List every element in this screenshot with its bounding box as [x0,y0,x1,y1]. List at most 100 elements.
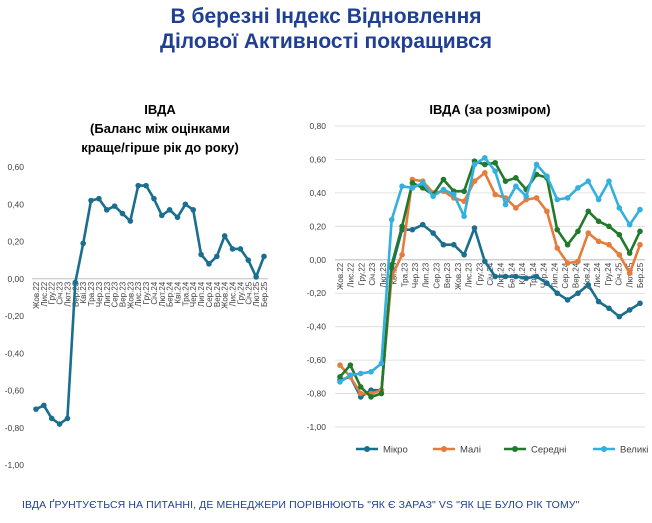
right-chart-point-3 [606,178,612,184]
right-chart-x-tick-label: Лис.23 [465,262,474,287]
legend-item-label: Малі [460,445,481,456]
left-chart-point-0 [221,233,228,239]
left-chart-point-0 [158,212,165,219]
right-chart-x-tick-label: Січ.24 [486,262,495,285]
right-chart-point-1 [564,260,571,266]
left-chart-x-tick-label: Чер.23 [95,281,104,307]
legend-item-label: Середні [531,445,566,456]
left-chart-point-0 [80,240,86,247]
right-chart-point-1 [482,170,488,176]
right-chart-point-0 [419,221,426,228]
right-chart-point-2 [399,223,405,230]
right-chart-point-1 [399,251,405,258]
left-chart-point-0 [190,207,197,213]
left-chart-x-tick-label: Жов.23 [126,281,135,309]
left-chart-x-tick-label: Лют.23 [63,281,72,307]
left-chart-point-0 [88,197,94,204]
left-chart-point-0 [72,279,79,286]
right-chart-x-tick-label: Бер.25 [636,262,645,288]
left-chart-x-tick-label: Гру.22 [48,281,57,304]
left-chart-x-tick-label: Кві.24 [174,281,183,303]
right-chart-point-3 [492,168,498,174]
right-chart-point-3 [595,196,602,203]
right-chart-point-3 [575,185,581,191]
right-chart-point-3 [450,191,457,198]
right-chart-x-tick-label: Лип.23 [422,262,431,288]
right-chart-y-tick-label: 0,00 [309,255,326,265]
right-chart-point-1 [595,238,602,245]
legend-swatch-dot [441,446,447,452]
right-chart-x-tick-label: Тра.24 [529,262,538,287]
left-chart-x-tick-label: Лип.23 [103,281,112,307]
legend-item-label: Великі [620,445,648,456]
right-chart-y-tick-label: 0,60 [309,154,326,164]
left-chart-x-tick-label: Лис.22 [40,281,49,306]
right-chart-point-0 [461,251,467,258]
left-chart-point-0 [182,201,189,208]
right-chart-point-3 [616,205,623,211]
left-chart-point-0 [41,402,47,409]
right-chart-point-0 [492,273,498,280]
right-chart-point-0 [564,297,571,303]
right-chart-point-1 [616,251,623,258]
right-chart-y-tick-label: 0,80 [309,121,326,131]
right-chart-point-3 [461,213,467,220]
left-chart-x-tick-label: Лип.24 [197,281,206,307]
right-chart-x-tick-label: Гру.24 [604,262,613,285]
right-chart-x-tick-label: Бер.24 [507,262,516,288]
left-chart-x-tick-label: Січ.25 [244,281,253,304]
right-chart-point-2 [440,176,447,183]
right-chart-point-2 [347,362,354,368]
right-chart-point-1 [544,208,550,215]
right-chart-point-0 [585,282,592,288]
right-chart-x-tick-label: Лис.22 [347,262,356,287]
right-chart-point-3 [554,196,561,203]
right-chart-point-3 [430,193,436,200]
footer-note: ІВДА ҐРУНТУЄТЬСЯ НА ПИТАННІ, ДЕ МЕНЕДЖЕР… [22,499,580,511]
right-chart-x-tick-label: Жов.23 [454,262,463,290]
right-chart-point-2 [585,208,592,215]
right-chart-point-1 [357,390,364,397]
left-chart-point-0 [166,207,173,213]
legend-swatch-dot [364,446,370,452]
right-chart-point-3 [523,193,530,200]
right-chart-point-2 [533,171,540,178]
headline-line-2: Ділової Активності покращився [159,30,492,53]
headline-line-1: В березні Індекс Відновлення [170,5,482,28]
left-chart-point-0 [64,415,71,422]
left-chart-subtitle-2: краще/гірше рік до року) [81,140,239,155]
right-chart-point-0 [513,273,519,280]
right-chart-x-tick-label: Вер.23 [443,262,452,288]
right-chart-point-1 [337,362,343,368]
right-chart-x-tick-label: Січ.25 [615,262,624,285]
left-chart-x-tick-label: Гру.23 [142,281,151,304]
right-chart-point-3 [368,369,374,375]
left-chart-x-tick-label: Сер.24 [205,281,214,307]
left-chart-y-tick-label: 0,20 [7,237,24,247]
right-chart-point-1 [606,241,612,248]
left-chart-point-0 [198,251,204,258]
right-chart-point-2 [502,178,509,184]
left-chart-x-tick-label: Тра.23 [87,281,96,306]
right-chart-x-tick-label: Тра.23 [400,262,409,287]
right-chart-series-line-3 [339,156,642,383]
right-chart-point-2 [616,231,623,238]
right-chart-point-3 [637,206,643,213]
left-chart-point-0 [143,182,149,189]
right-chart-x-tick-label: Чер.24 [540,262,549,288]
right-chart-point-3 [502,201,509,208]
left-chart-y-tick-label: -0,80 [5,423,25,433]
left-chart-x-tick-label: Лис.24 [229,281,238,306]
right-chart-title-block: ІВДА (за розміром) [330,100,650,119]
right-chart-point-3 [440,186,447,193]
right-chart-point-2 [378,390,385,397]
right-chart-x-tick-label: Сер.23 [432,262,441,288]
right-chart-point-3 [337,379,343,385]
right-chart-point-1 [626,270,633,276]
right-chart-y-tick-label: -0,20 [307,288,327,298]
right-chart-x-tick-label: Лют.23 [379,262,388,288]
right-chart-y-tick-label: -0,40 [307,322,327,332]
right-chart-x-tick-label: Сер.24 [561,262,570,288]
left-chart-point-0 [229,246,236,252]
